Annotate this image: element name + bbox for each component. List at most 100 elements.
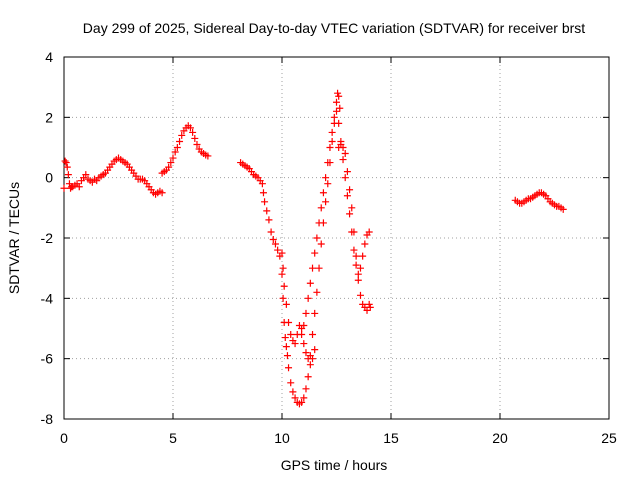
- data-point: [341, 150, 349, 158]
- data-point: [302, 309, 310, 317]
- y-tick-label: -8: [41, 411, 54, 427]
- data-point: [259, 189, 267, 197]
- data-point: [311, 249, 319, 257]
- data-point: [165, 163, 173, 171]
- data-points: [60, 89, 567, 408]
- data-point: [361, 240, 369, 248]
- data-point: [167, 159, 175, 167]
- data-point: [328, 128, 336, 136]
- data-point: [311, 309, 319, 317]
- data-point: [366, 303, 374, 311]
- data-point: [173, 144, 181, 151]
- data-point: [365, 300, 373, 308]
- axis-ticks: 0 5 10 15 20 25 -8 -6 -4 -2 0 2 4: [41, 49, 617, 446]
- x-tick-label: 10: [274, 430, 290, 446]
- data-point: [280, 282, 288, 290]
- data-point: [333, 98, 340, 106]
- data-point: [281, 334, 289, 342]
- data-point: [269, 236, 277, 244]
- data-point: [306, 352, 314, 360]
- data-point: [186, 124, 194, 132]
- data-point: [319, 189, 327, 197]
- data-point: [333, 107, 340, 115]
- data-point: [267, 228, 275, 236]
- data-point: [322, 174, 330, 182]
- data-point: [341, 174, 349, 182]
- data-point: [63, 163, 71, 171]
- data-point: [189, 128, 197, 136]
- y-tick-label: 4: [45, 49, 53, 65]
- data-point: [356, 264, 364, 272]
- data-point: [302, 385, 310, 393]
- data-point: [336, 104, 344, 112]
- y-tick-label: -4: [41, 290, 54, 306]
- chart-title: Day 299 of 2025, Sidereal Day-to-day VTE…: [83, 20, 585, 36]
- data-point: [287, 331, 295, 339]
- data-point: [322, 198, 330, 206]
- data-point: [285, 318, 293, 326]
- data-point: [271, 240, 279, 248]
- y-tick-label: 0: [45, 170, 53, 186]
- x-tick-label: 0: [60, 430, 68, 446]
- data-point: [300, 321, 308, 329]
- data-point: [346, 186, 354, 194]
- data-point: [330, 113, 338, 121]
- data-point: [324, 180, 332, 188]
- data-point: [335, 92, 343, 100]
- data-point: [64, 171, 72, 179]
- plot-frame: [63, 56, 610, 420]
- data-point: [279, 264, 287, 272]
- data-point: [282, 300, 290, 308]
- data-point: [265, 216, 273, 224]
- x-tick-label: 15: [383, 430, 399, 446]
- data-point: [282, 343, 290, 351]
- data-point: [261, 198, 269, 206]
- data-point: [298, 331, 306, 339]
- data-point: [204, 152, 212, 160]
- x-axis-label: GPS time / hours: [281, 457, 388, 473]
- data-point: [339, 144, 347, 151]
- data-point: [302, 349, 310, 357]
- data-point: [311, 346, 319, 354]
- data-point: [274, 246, 282, 254]
- data-point: [291, 340, 299, 348]
- data-point: [309, 264, 317, 272]
- data-point: [300, 340, 308, 348]
- data-point: [171, 148, 179, 156]
- data-point: [283, 352, 291, 360]
- x-tick-label: 5: [169, 430, 177, 446]
- data-point: [298, 398, 306, 406]
- data-point: [348, 204, 356, 212]
- data-point: [359, 252, 367, 260]
- data-point: [350, 228, 358, 236]
- data-point: [317, 204, 325, 212]
- data-point: [313, 288, 321, 296]
- data-point: [319, 219, 327, 227]
- y-tick-label: -2: [41, 230, 54, 246]
- x-tick-label: 20: [492, 430, 508, 446]
- y-axis-label: SDTVAR / TECUs: [6, 182, 22, 294]
- y-tick-label: -6: [41, 351, 54, 367]
- data-point: [278, 270, 286, 278]
- data-point: [352, 252, 360, 260]
- data-point: [346, 210, 354, 218]
- data-point: [61, 157, 69, 165]
- data-point: [263, 207, 271, 215]
- data-point: [354, 276, 362, 284]
- data-point: [158, 189, 166, 197]
- data-point: [339, 156, 347, 164]
- data-point: [334, 89, 342, 97]
- data-point: [62, 159, 70, 167]
- data-point: [193, 140, 201, 148]
- data-point: [363, 306, 371, 314]
- data-point: [178, 131, 186, 139]
- data-point: [306, 361, 314, 369]
- x-tick-label: 25: [601, 430, 617, 446]
- data-point: [350, 246, 358, 254]
- data-point: [287, 379, 295, 387]
- data-point: [169, 154, 177, 162]
- data-point: [309, 331, 317, 339]
- data-point: [326, 144, 334, 151]
